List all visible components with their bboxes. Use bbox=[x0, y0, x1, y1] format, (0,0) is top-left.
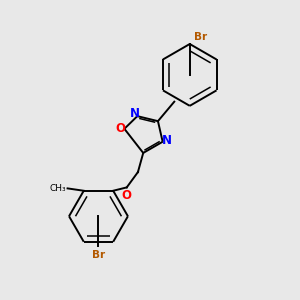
Text: N: N bbox=[162, 134, 172, 147]
Text: Br: Br bbox=[92, 250, 105, 260]
Text: O: O bbox=[121, 189, 131, 202]
Text: O: O bbox=[116, 122, 126, 135]
Text: CH₃: CH₃ bbox=[50, 184, 66, 193]
Text: N: N bbox=[130, 107, 140, 120]
Text: Br: Br bbox=[194, 32, 207, 42]
